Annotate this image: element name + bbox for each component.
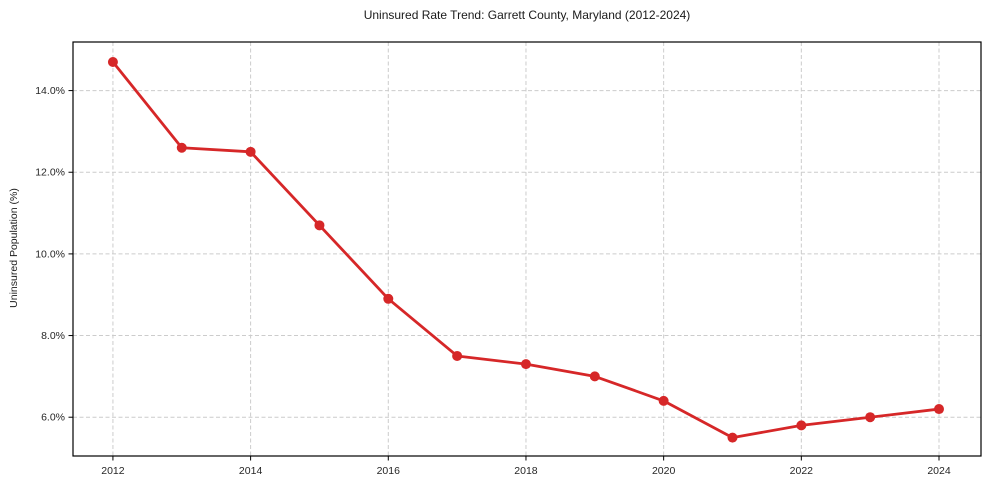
plot-area bbox=[73, 42, 981, 456]
data-point bbox=[865, 412, 876, 423]
x-tick-label: 2014 bbox=[239, 465, 263, 477]
data-point bbox=[658, 395, 669, 406]
y-tick-label: 14.0% bbox=[35, 85, 65, 97]
x-tick-label: 2022 bbox=[790, 465, 814, 477]
axis-frame bbox=[72, 41, 982, 457]
x-tick-label: 2018 bbox=[514, 465, 538, 477]
chart-title: Uninsured Rate Trend: Garrett County, Ma… bbox=[363, 8, 691, 22]
data-point bbox=[176, 142, 187, 153]
x-tick-label: 2012 bbox=[101, 465, 125, 477]
y-tick-label: 10.0% bbox=[35, 248, 65, 260]
data-point bbox=[107, 57, 118, 68]
y-tick-label: 8.0% bbox=[41, 330, 65, 342]
data-point bbox=[245, 146, 256, 157]
y-tick-label: 12.0% bbox=[35, 167, 65, 179]
data-point bbox=[452, 350, 463, 361]
data-point bbox=[520, 359, 531, 370]
data-point bbox=[727, 432, 738, 443]
x-tick-label: 2024 bbox=[927, 465, 951, 477]
y-axis-label: Uninsured Population (%) bbox=[8, 188, 20, 308]
x-tick-label: 2020 bbox=[652, 465, 676, 477]
x-tick-label: 2016 bbox=[377, 465, 401, 477]
y-tick-label: 6.0% bbox=[41, 412, 65, 424]
data-point bbox=[314, 220, 325, 231]
data-point bbox=[383, 293, 394, 304]
data-point bbox=[796, 420, 807, 431]
data-point bbox=[934, 404, 945, 415]
data-point bbox=[589, 371, 600, 382]
